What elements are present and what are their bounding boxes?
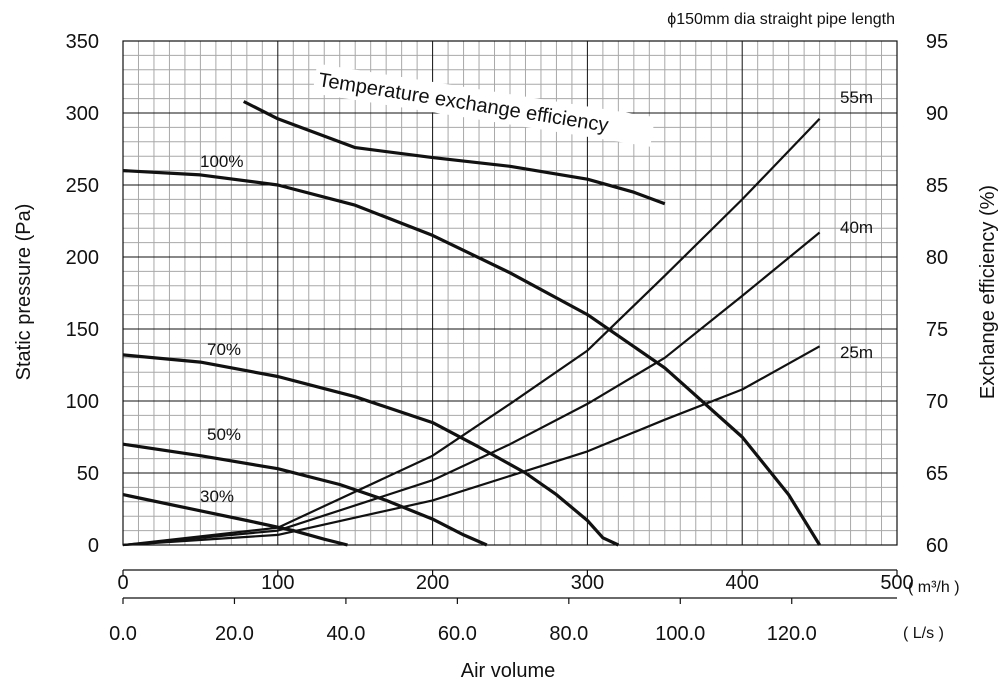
y-tick-label-right: 85 bbox=[926, 175, 948, 197]
y-tick-label-right: 90 bbox=[926, 103, 948, 125]
duct-curve-label: 25m bbox=[840, 343, 873, 362]
y-tick-label-right: 60 bbox=[926, 535, 948, 557]
y-tick-label-right: 80 bbox=[926, 247, 948, 269]
duct-curve-line bbox=[123, 119, 820, 545]
efficiency-label-group: Temperature exchange efficiency bbox=[312, 64, 654, 147]
x-tick-label-primary: 0 bbox=[117, 572, 128, 594]
x-tick-label-secondary: 100.0 bbox=[655, 623, 705, 645]
y-tick-label-left: 0 bbox=[88, 535, 99, 557]
x-unit-primary: ( m³/h ) bbox=[908, 579, 960, 596]
y-tick-label-left: 100 bbox=[66, 391, 99, 413]
y-tick-label-left: 300 bbox=[66, 103, 99, 125]
y-axis-label-left: Static pressure (Pa) bbox=[13, 204, 35, 381]
duct-curve-label: 55m bbox=[840, 88, 873, 107]
y-tick-label-right: 65 bbox=[926, 463, 948, 485]
y-tick-label-right: 70 bbox=[926, 391, 948, 413]
x-tick-label-secondary: 40.0 bbox=[326, 623, 365, 645]
top-note: ϕ150mm dia straight pipe length bbox=[667, 11, 895, 28]
fan-curve-label: 30% bbox=[200, 487, 234, 506]
x-tick-label-primary: 100 bbox=[261, 572, 294, 594]
x-tick-label-primary: 300 bbox=[571, 572, 604, 594]
x-tick-label-secondary: 120.0 bbox=[767, 623, 817, 645]
y-tick-label-left: 150 bbox=[66, 319, 99, 341]
y-tick-label-left: 250 bbox=[66, 175, 99, 197]
y-tick-label-left: 200 bbox=[66, 247, 99, 269]
y-tick-label-right: 95 bbox=[926, 31, 948, 53]
duct-curve-label: 40m bbox=[840, 218, 873, 237]
y-tick-label-left: 350 bbox=[66, 31, 99, 53]
x-tick-label-primary: 200 bbox=[416, 572, 449, 594]
x-tick-label-primary: 400 bbox=[726, 572, 759, 594]
x-axis-label: Air volume bbox=[461, 660, 555, 682]
fan-curve-label: 50% bbox=[207, 425, 241, 444]
y-tick-label-right: 75 bbox=[926, 319, 948, 341]
x-tick-label-secondary: 0.0 bbox=[109, 623, 137, 645]
fan-curve-label: 70% bbox=[207, 340, 241, 359]
y-axis-label-right: Exchange efficiency (%) bbox=[977, 185, 999, 399]
fan-curve-label: 100% bbox=[200, 152, 243, 171]
y-tick-label-left: 50 bbox=[77, 463, 99, 485]
x-tick-label-secondary: 60.0 bbox=[438, 623, 477, 645]
x-tick-label-secondary: 80.0 bbox=[549, 623, 588, 645]
x-unit-secondary: ( L/s ) bbox=[903, 625, 944, 642]
x-tick-label-secondary: 20.0 bbox=[215, 623, 254, 645]
